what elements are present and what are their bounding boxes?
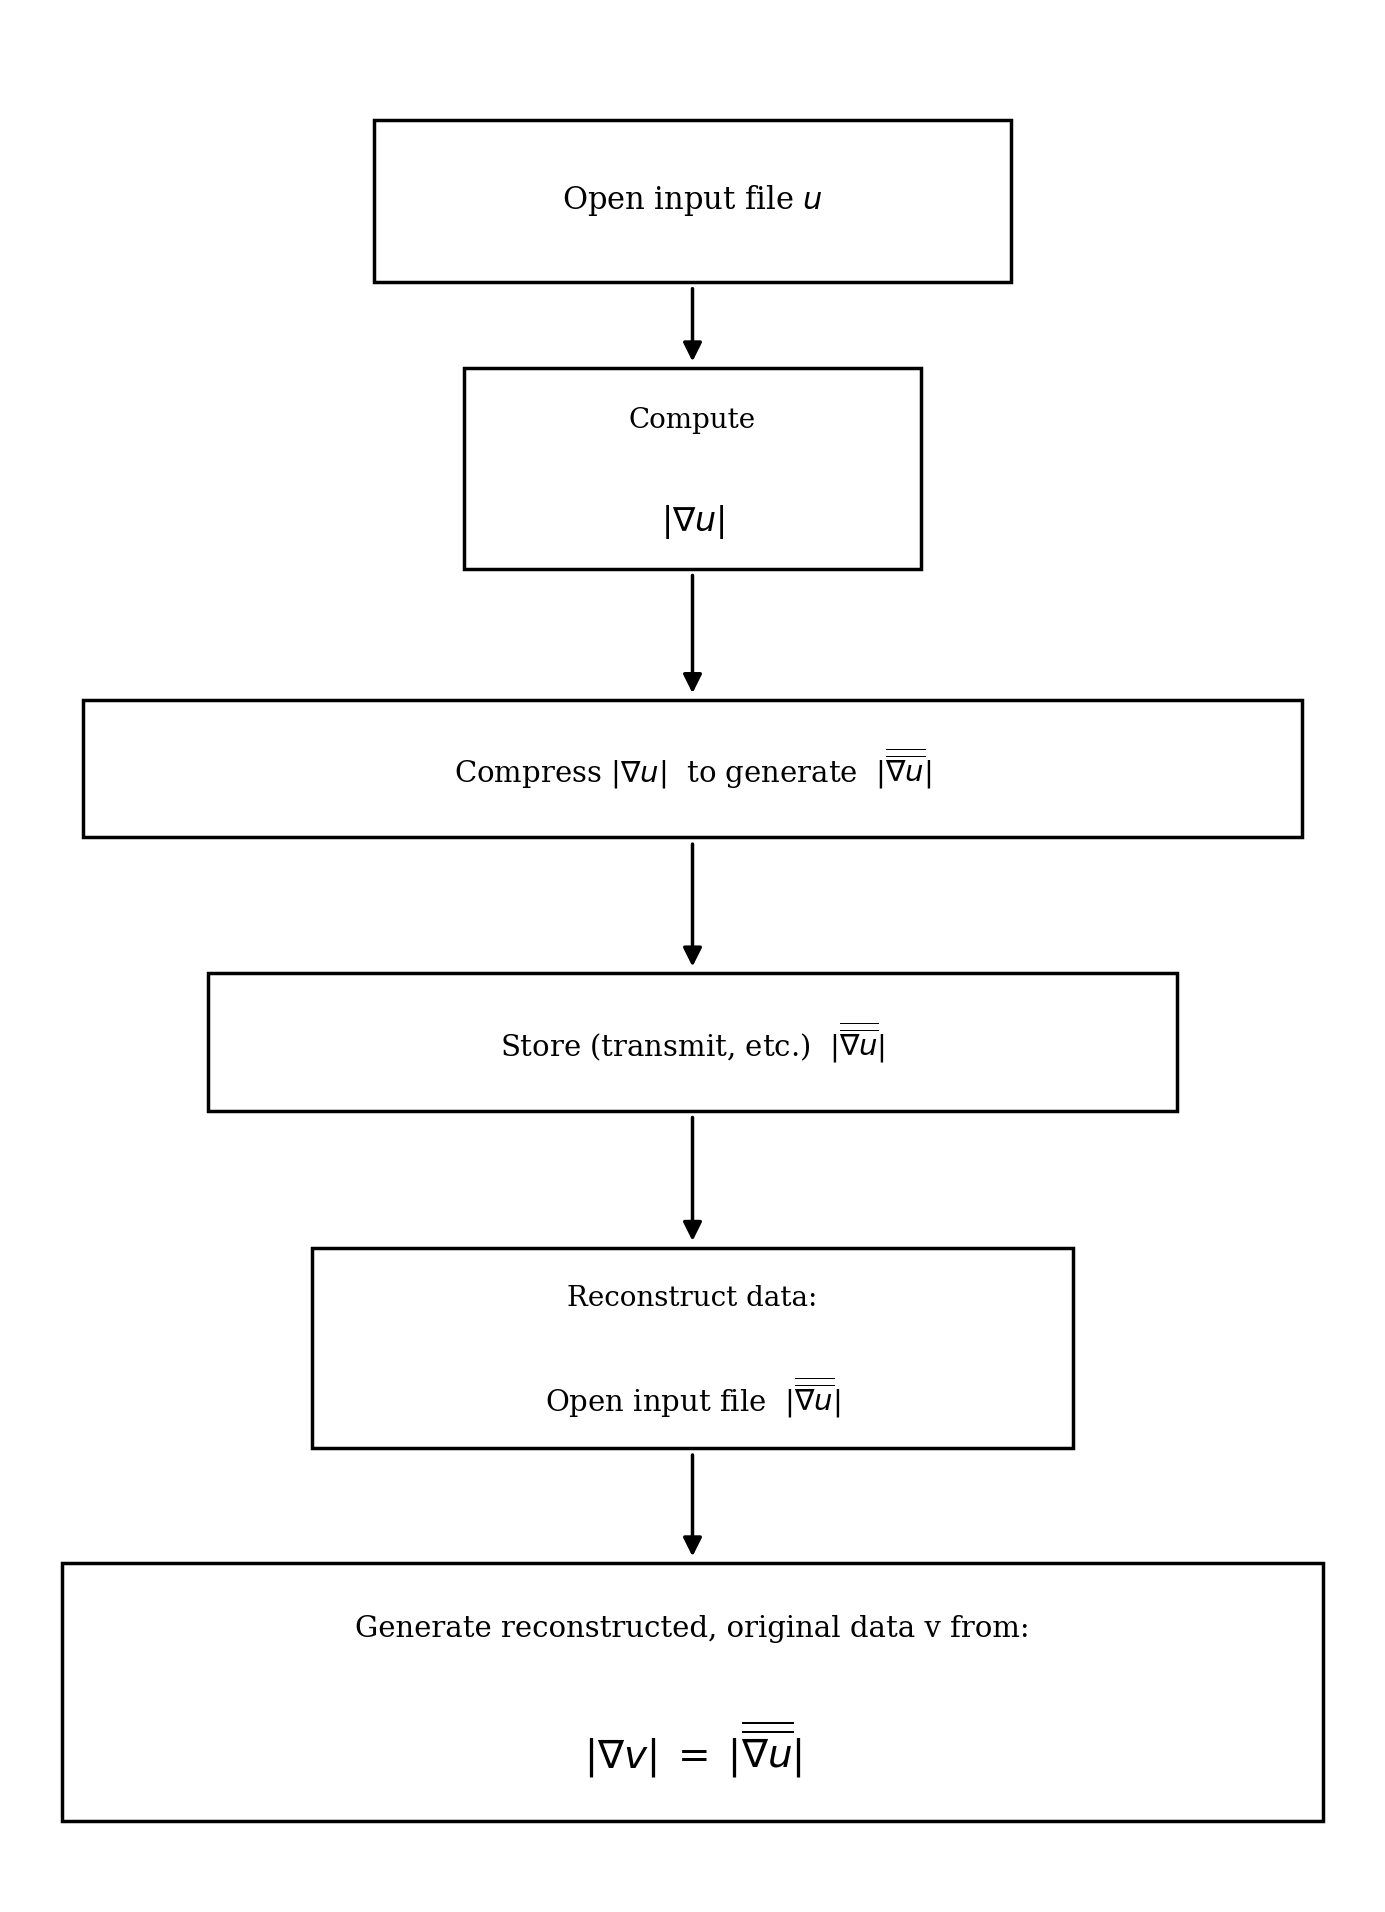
Text: Compute: Compute: [629, 407, 756, 434]
Text: Compress $|\nabla u|$  to generate  $|\overline{\overline{\nabla u}}|$: Compress $|\nabla u|$ to generate $|\ove…: [454, 746, 931, 792]
Text: Store (transmit, etc.)  $|\overline{\overline{\nabla u}}|$: Store (transmit, etc.) $|\overline{\over…: [500, 1019, 885, 1065]
Text: $|\nabla v|\; =\; |\overline{\overline{\nabla u}}|$: $|\nabla v|\; =\; |\overline{\overline{\…: [583, 1719, 802, 1780]
Bar: [312, 1249, 1073, 1449]
Text: Generate reconstructed, original data v from:: Generate reconstructed, original data v …: [355, 1616, 1030, 1642]
Text: $|\nabla u|$: $|\nabla u|$: [661, 503, 724, 541]
Bar: [374, 120, 1011, 283]
Text: Open input file  $|\overline{\overline{\nabla u}}|$: Open input file $|\overline{\overline{\n…: [544, 1375, 841, 1421]
Bar: [464, 367, 921, 570]
Text: Reconstruct data:: Reconstruct data:: [568, 1285, 817, 1312]
Bar: [83, 700, 1302, 837]
Text: Open input file $\mathit{u}$: Open input file $\mathit{u}$: [562, 184, 823, 218]
Bar: [62, 1564, 1323, 1820]
Bar: [208, 973, 1177, 1111]
